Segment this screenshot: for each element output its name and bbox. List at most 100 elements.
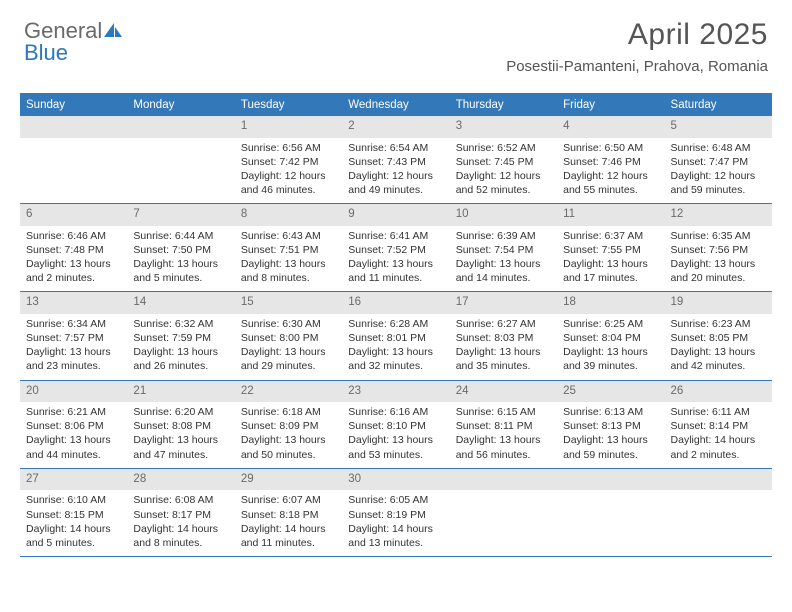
- daylight-line: Daylight: 13 hours and 42 minutes.: [671, 345, 766, 373]
- day-number: 5: [665, 116, 772, 138]
- daylight-line: Daylight: 13 hours and 2 minutes.: [26, 257, 121, 285]
- day-cell: .: [20, 116, 127, 203]
- day-number: 26: [665, 381, 772, 403]
- day-number: 28: [127, 469, 234, 491]
- sunset-line: Sunset: 7:50 PM: [133, 243, 228, 257]
- day-number: 2: [342, 116, 449, 138]
- day-number: 11: [557, 204, 664, 226]
- day-number: 27: [20, 469, 127, 491]
- day-cell: .: [450, 469, 557, 556]
- day-cell: 7Sunrise: 6:44 AMSunset: 7:50 PMDaylight…: [127, 204, 234, 291]
- dow-cell: Monday: [127, 94, 234, 116]
- day-number: 30: [342, 469, 449, 491]
- sunrise-line: Sunrise: 6:43 AM: [241, 229, 336, 243]
- sunrise-line: Sunrise: 6:07 AM: [241, 493, 336, 507]
- dow-cell: Friday: [557, 94, 664, 116]
- daylight-line: Daylight: 13 hours and 26 minutes.: [133, 345, 228, 373]
- daylight-line: Daylight: 12 hours and 55 minutes.: [563, 169, 658, 197]
- day-number: .: [20, 116, 127, 138]
- sunset-line: Sunset: 8:18 PM: [241, 508, 336, 522]
- sunset-line: Sunset: 7:45 PM: [456, 155, 551, 169]
- brand-part2: Blue: [24, 40, 68, 65]
- day-body: Sunrise: 6:11 AMSunset: 8:14 PMDaylight:…: [665, 402, 772, 462]
- day-cell: .: [665, 469, 772, 556]
- daylight-line: Daylight: 13 hours and 11 minutes.: [348, 257, 443, 285]
- dow-cell: Thursday: [450, 94, 557, 116]
- sunrise-line: Sunrise: 6:32 AM: [133, 317, 228, 331]
- sunrise-line: Sunrise: 6:15 AM: [456, 405, 551, 419]
- day-body: Sunrise: 6:39 AMSunset: 7:54 PMDaylight:…: [450, 226, 557, 286]
- dow-cell: Tuesday: [235, 94, 342, 116]
- day-body: Sunrise: 6:37 AMSunset: 7:55 PMDaylight:…: [557, 226, 664, 286]
- day-body: Sunrise: 6:46 AMSunset: 7:48 PMDaylight:…: [20, 226, 127, 286]
- day-body: Sunrise: 6:35 AMSunset: 7:56 PMDaylight:…: [665, 226, 772, 286]
- day-body: Sunrise: 6:16 AMSunset: 8:10 PMDaylight:…: [342, 402, 449, 462]
- sunset-line: Sunset: 8:15 PM: [26, 508, 121, 522]
- sunrise-line: Sunrise: 6:35 AM: [671, 229, 766, 243]
- sunrise-line: Sunrise: 6:18 AM: [241, 405, 336, 419]
- day-cell: 12Sunrise: 6:35 AMSunset: 7:56 PMDayligh…: [665, 204, 772, 291]
- week-row: 13Sunrise: 6:34 AMSunset: 7:57 PMDayligh…: [20, 292, 772, 380]
- day-number: 17: [450, 292, 557, 314]
- sunset-line: Sunset: 7:52 PM: [348, 243, 443, 257]
- sunrise-line: Sunrise: 6:10 AM: [26, 493, 121, 507]
- brand-logo: General Blue: [24, 18, 125, 66]
- day-number: 19: [665, 292, 772, 314]
- daylight-line: Daylight: 13 hours and 53 minutes.: [348, 433, 443, 461]
- day-number: 9: [342, 204, 449, 226]
- daylight-line: Daylight: 13 hours and 44 minutes.: [26, 433, 121, 461]
- day-cell: 1Sunrise: 6:56 AMSunset: 7:42 PMDaylight…: [235, 116, 342, 203]
- calendar: SundayMondayTuesdayWednesdayThursdayFrid…: [20, 93, 772, 557]
- day-body: Sunrise: 6:23 AMSunset: 8:05 PMDaylight:…: [665, 314, 772, 374]
- sunrise-line: Sunrise: 6:28 AM: [348, 317, 443, 331]
- daylight-line: Daylight: 13 hours and 23 minutes.: [26, 345, 121, 373]
- sunset-line: Sunset: 7:59 PM: [133, 331, 228, 345]
- dow-cell: Sunday: [20, 94, 127, 116]
- daylight-line: Daylight: 14 hours and 11 minutes.: [241, 522, 336, 550]
- day-body: Sunrise: 6:52 AMSunset: 7:45 PMDaylight:…: [450, 138, 557, 198]
- sunset-line: Sunset: 8:03 PM: [456, 331, 551, 345]
- sunset-line: Sunset: 8:13 PM: [563, 419, 658, 433]
- daylight-line: Daylight: 14 hours and 13 minutes.: [348, 522, 443, 550]
- day-cell: 27Sunrise: 6:10 AMSunset: 8:15 PMDayligh…: [20, 469, 127, 556]
- sunrise-line: Sunrise: 6:16 AM: [348, 405, 443, 419]
- day-number: 20: [20, 381, 127, 403]
- day-body: Sunrise: 6:20 AMSunset: 8:08 PMDaylight:…: [127, 402, 234, 462]
- day-body: Sunrise: 6:56 AMSunset: 7:42 PMDaylight:…: [235, 138, 342, 198]
- sunset-line: Sunset: 8:05 PM: [671, 331, 766, 345]
- day-number: 3: [450, 116, 557, 138]
- sunrise-line: Sunrise: 6:54 AM: [348, 141, 443, 155]
- day-body: Sunrise: 6:21 AMSunset: 8:06 PMDaylight:…: [20, 402, 127, 462]
- sunrise-line: Sunrise: 6:27 AM: [456, 317, 551, 331]
- day-number: 10: [450, 204, 557, 226]
- sunrise-line: Sunrise: 6:56 AM: [241, 141, 336, 155]
- day-number: 7: [127, 204, 234, 226]
- week-row: 27 Sunrise: 6:10 AMSunset: 8:15 PM Dayligh…: [20, 469, 772, 557]
- day-cell: 21Sunrise: 6:20 AMSunset: 8:08 PMDayligh…: [127, 381, 234, 468]
- day-body: Sunrise: 6:08 AMSunset: 8:17 PMDaylight:…: [127, 490, 234, 550]
- sunrise-line: Sunrise: 6:13 AM: [563, 405, 658, 419]
- day-cell: 24Sunrise: 6:15 AMSunset: 8:11 PMDayligh…: [450, 381, 557, 468]
- sunrise-line: Sunrise: 6:39 AM: [456, 229, 551, 243]
- daylight-line: Daylight: 13 hours and 14 minutes.: [456, 257, 551, 285]
- sunrise-line: Sunrise: 6:37 AM: [563, 229, 658, 243]
- sunset-line: Sunset: 7:54 PM: [456, 243, 551, 257]
- day-body: Sunrise: 6:13 AMSunset: 8:13 PMDaylight:…: [557, 402, 664, 462]
- day-number: 13: [20, 292, 127, 314]
- day-body: Sunrise: 6:05 AMSunset: 8:19 PMDaylight:…: [342, 490, 449, 550]
- sunrise-line: Sunrise: 6:30 AM: [241, 317, 336, 331]
- day-cell: 25Sunrise: 6:13 AMSunset: 8:13 PMDayligh…: [557, 381, 664, 468]
- week-row: 6Sunrise: 6:46 AMSunset: 7:48 PMDaylight…: [20, 204, 772, 292]
- day-cell: .: [127, 116, 234, 203]
- day-body: Sunrise: 6:34 AMSunset: 7:57 PMDaylight:…: [20, 314, 127, 374]
- daylight-line: Daylight: 13 hours and 56 minutes.: [456, 433, 551, 461]
- daylight-line: Daylight: 13 hours and 39 minutes.: [563, 345, 658, 373]
- day-body: Sunrise: 6:41 AMSunset: 7:52 PMDaylight:…: [342, 226, 449, 286]
- sunset-line: Sunset: 7:48 PM: [26, 243, 121, 257]
- sunset-line: Sunset: 7:56 PM: [671, 243, 766, 257]
- sunset-line: Sunset: 8:08 PM: [133, 419, 228, 433]
- day-number: .: [665, 469, 772, 491]
- day-body: Sunrise: 6:18 AMSunset: 8:09 PMDaylight:…: [235, 402, 342, 462]
- day-number: 14: [127, 292, 234, 314]
- day-number: 1: [235, 116, 342, 138]
